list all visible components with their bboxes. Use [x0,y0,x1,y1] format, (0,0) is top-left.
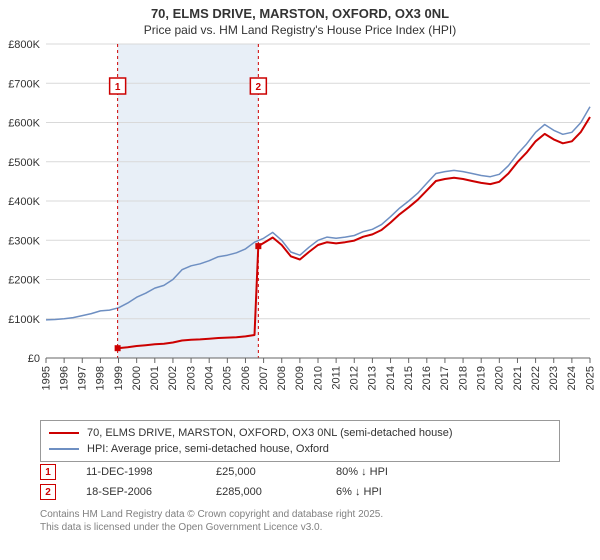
x-tick-label: 2019 [476,366,488,390]
x-tick-label: 2012 [349,366,361,390]
x-tick-label: 2008 [276,366,288,390]
attribution: Contains HM Land Registry data © Crown c… [40,508,383,534]
title-sub: Price paid vs. HM Land Registry's House … [0,23,600,37]
y-tick-label: £300K [8,235,40,247]
x-tick-label: 1998 [95,366,107,390]
x-tick-label: 2003 [185,366,197,390]
x-tick-label: 2007 [258,366,270,390]
attribution-line1: Contains HM Land Registry data © Crown c… [40,508,383,521]
sale-marker-number: 1 [115,82,121,93]
y-tick-label: £700K [8,78,40,90]
x-tick-label: 2017 [439,366,451,390]
x-tick-label: 2022 [530,366,542,390]
sales-row: 2 18-SEP-2006£285,0006% ↓ HPI [40,482,560,502]
sale-marker-number: 2 [256,82,262,93]
legend-swatch [49,432,79,434]
x-tick-label: 1995 [40,366,52,390]
sales-rel-hpi: 6% ↓ HPI [336,486,456,498]
x-tick-label: 2018 [457,366,469,390]
x-tick-label: 2015 [403,366,415,390]
sales-rel-hpi: 80% ↓ HPI [336,466,456,478]
x-tick-label: 2011 [330,366,342,390]
legend-label: 70, ELMS DRIVE, MARSTON, OXFORD, OX3 0NL… [87,427,453,439]
x-tick-label: 2000 [131,366,143,390]
x-tick-label: 2014 [385,366,397,390]
x-tick-label: 2005 [222,366,234,390]
chart-area: £0 £100K £200K £300K £400K £500K £600K £700K £80… [0,38,600,418]
sales-date: 18-SEP-2006 [86,486,216,498]
sales-price: £25,000 [216,466,336,478]
x-tick-label: 1997 [77,366,89,390]
x-tick-label: 2016 [421,366,433,390]
line-chart-svg: £0 £100K £200K £300K £400K £500K £600K £700K £80… [0,38,600,418]
legend-label: HPI: Average price, semi-detached house,… [87,443,329,455]
y-tick-label: £0 [28,353,40,365]
legend-row: HPI: Average price, semi-detached house,… [49,441,551,457]
sales-marker-box: 1 [40,464,56,480]
sales-table: 1 11-DEC-1998£25,00080% ↓ HPI 2 18-SEP-2006… [40,462,560,502]
x-tick-label: 1996 [58,366,70,390]
y-tick-label: £200K [8,275,40,287]
x-tick-label: 2010 [312,366,324,390]
y-tick-label: £400K [8,196,40,208]
x-tick-label: 2004 [203,366,215,390]
legend-swatch [49,448,79,450]
sales-marker-box: 2 [40,484,56,500]
sale-point [255,243,261,249]
x-tick-label: 2020 [494,366,506,390]
x-tick-label: 2013 [367,366,379,390]
x-tick-label: 2002 [167,366,179,390]
x-tick-label: 2001 [149,366,161,390]
y-tick-label: £500K [8,157,40,169]
legend: 70, ELMS DRIVE, MARSTON, OXFORD, OX3 0NL… [40,420,560,462]
x-tick-label: 2006 [240,366,252,390]
x-tick-label: 2009 [294,366,306,390]
title-main: 70, ELMS DRIVE, MARSTON, OXFORD, OX3 0NL [0,6,600,21]
x-tick-label: 2025 [584,366,596,390]
x-tick-label: 2021 [512,366,524,390]
y-tick-label: £600K [8,118,40,130]
sales-price: £285,000 [216,486,336,498]
x-tick-label: 1999 [113,366,125,390]
legend-row: 70, ELMS DRIVE, MARSTON, OXFORD, OX3 0NL… [49,425,551,441]
chart-title-block: 70, ELMS DRIVE, MARSTON, OXFORD, OX3 0NL… [0,0,600,37]
x-tick-label: 2024 [566,366,578,390]
sales-date: 11-DEC-1998 [86,466,216,478]
sale-point [115,345,121,351]
x-tick-label: 2023 [548,366,560,390]
y-tick-label: £100K [8,314,40,326]
sales-row: 1 11-DEC-1998£25,00080% ↓ HPI [40,462,560,482]
attribution-line2: This data is licensed under the Open Gov… [40,521,383,534]
y-tick-label: £800K [8,39,40,51]
